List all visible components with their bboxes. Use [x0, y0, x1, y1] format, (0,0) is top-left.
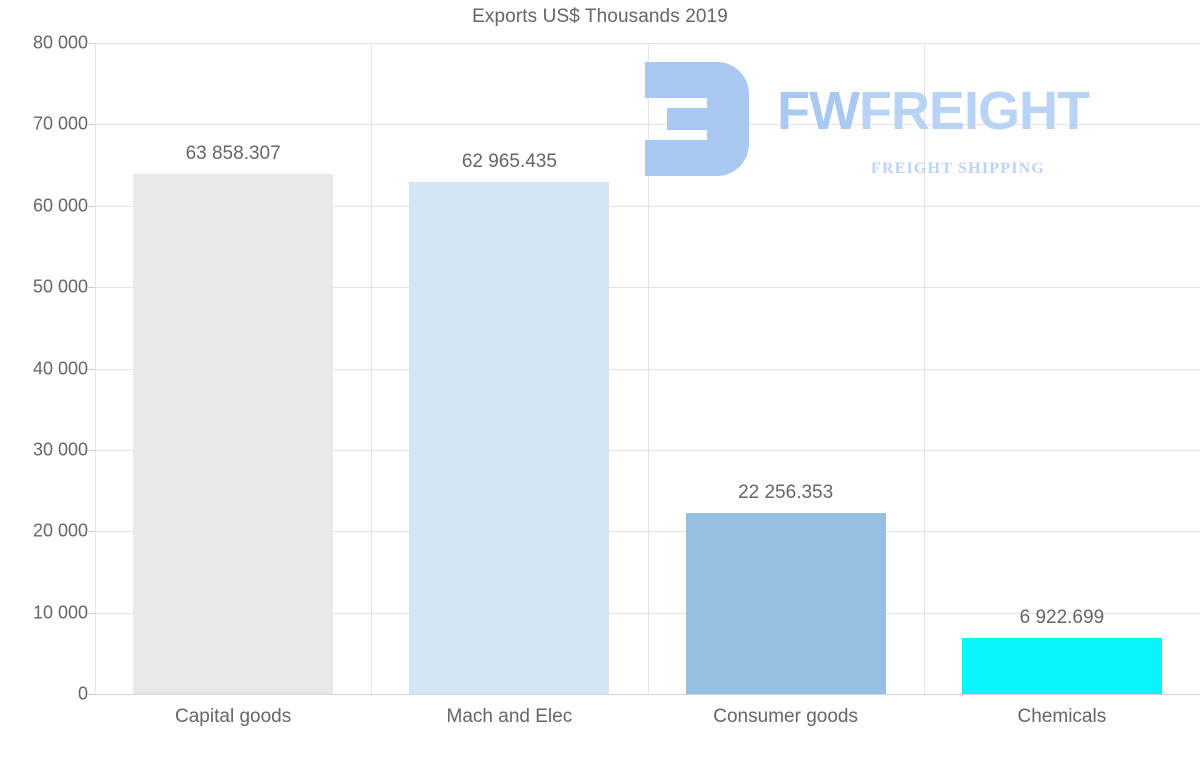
gridline-horizontal — [95, 449, 1200, 451]
y-axis-tick-mark — [88, 612, 95, 614]
y-axis-tick-mark — [88, 124, 95, 126]
y-axis-tick-label: 70 000 — [32, 113, 88, 134]
gridline-horizontal — [95, 43, 1200, 44]
chart-title: Exports US$ Thousands 2019 — [472, 6, 728, 27]
gridline-vertical — [648, 43, 649, 694]
y-axis-tick-mark — [88, 694, 95, 695]
y-axis-tick-mark — [88, 368, 95, 370]
bar[interactable] — [961, 637, 1162, 694]
y-axis-tick-label: 20 000 — [32, 520, 88, 541]
gridline-vertical — [371, 43, 372, 694]
bar-value-label: 6 922.699 — [1019, 606, 1105, 628]
y-axis-line — [95, 43, 96, 694]
x-axis-tick-label: Mach and Elec — [446, 706, 573, 727]
y-axis-tick-mark — [88, 205, 95, 207]
gridline-vertical — [924, 43, 925, 694]
gridline-horizontal — [95, 287, 1200, 289]
gridline-horizontal — [95, 368, 1200, 370]
bar[interactable] — [409, 181, 610, 694]
bar[interactable] — [133, 174, 334, 694]
bar[interactable] — [685, 512, 886, 694]
y-axis-tick-label: 30 000 — [32, 439, 88, 460]
y-axis-tick-label: 50 000 — [32, 276, 88, 297]
bar-value-label: 63 858.307 — [185, 143, 281, 165]
x-axis-tick-label: Consumer goods — [713, 706, 858, 727]
y-axis-tick-label: 40 000 — [32, 358, 88, 378]
y-axis-tick-label: 0 — [77, 683, 88, 704]
y-axis-tick-label: 80 000 — [32, 32, 88, 53]
y-axis-tick-mark — [88, 43, 95, 44]
y-axis-tick-mark — [88, 287, 95, 289]
bar-value-label: 22 256.353 — [738, 481, 834, 503]
plot-area: 63 858.307 62 965.435 22 256.353 6 922.699 — [88, 43, 1200, 695]
y-axis-tick-mark — [88, 449, 95, 451]
x-axis-tick-label: Capital goods — [175, 706, 292, 727]
gridline-horizontal — [95, 612, 1200, 614]
bar-value-label: 62 965.435 — [461, 150, 557, 172]
y-axis-tick-label: 10 000 — [32, 602, 88, 623]
x-axis-tick-label: Chemicals — [1017, 706, 1107, 727]
y-axis-tick-mark — [88, 531, 95, 533]
gridline-horizontal — [95, 531, 1200, 533]
gridline-horizontal — [95, 205, 1200, 207]
y-axis-tick-label: 60 000 — [32, 195, 88, 216]
axis-baseline — [95, 694, 1200, 695]
